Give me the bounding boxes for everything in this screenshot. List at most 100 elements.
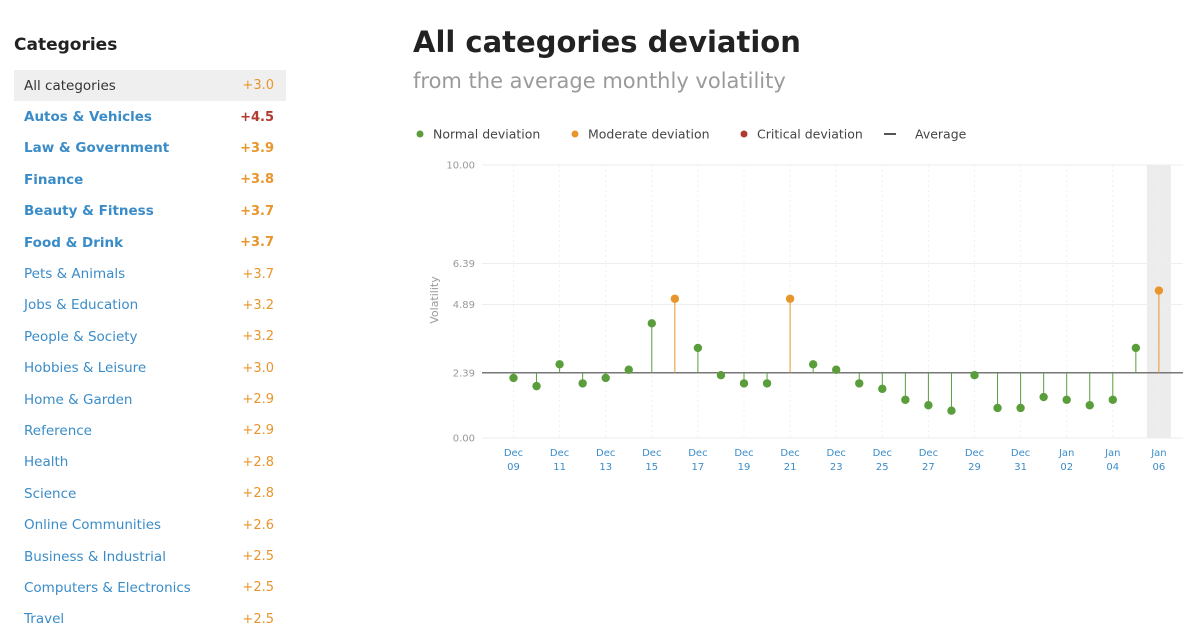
data-point[interactable] (808, 360, 818, 369)
category-value: +4.5 (240, 109, 274, 125)
category-item[interactable]: Pets & Animals +3.7 (14, 258, 286, 289)
category-item[interactable]: Law & Government +3.9 (14, 133, 286, 164)
category-label: All categories (24, 77, 116, 94)
y-tick-label: 4.89 (453, 300, 475, 311)
x-tick-day: 17 (692, 462, 705, 473)
x-tick-day: 25 (876, 462, 889, 473)
data-point[interactable] (1039, 392, 1048, 402)
x-tick-month: Dec (827, 448, 846, 459)
data-point[interactable] (1016, 403, 1025, 413)
category-item[interactable]: Autos & Vehicles +4.5 (14, 101, 286, 132)
category-item[interactable]: Reference +2.9 (14, 415, 286, 446)
category-value: +3.9 (240, 140, 274, 156)
data-point[interactable] (901, 395, 910, 404)
data-point[interactable] (1108, 395, 1118, 404)
category-label: Travel (24, 611, 65, 628)
category-item[interactable]: Finance +3.8 (14, 164, 286, 195)
x-tick-month: Dec (965, 448, 984, 459)
x-tick-day: 31 (1014, 462, 1027, 473)
category-label: Business & Industrial (24, 548, 166, 565)
category-value: +3.7 (242, 266, 274, 282)
category-label: Computers & Electronics (24, 579, 191, 596)
category-value: +2.6 (242, 517, 274, 533)
legend-label[interactable]: Normal deviation (433, 127, 540, 142)
data-point[interactable] (855, 379, 864, 388)
y-tick-label: 0.00 (453, 434, 475, 445)
data-point[interactable] (924, 401, 933, 410)
x-tick-month: Dec (642, 448, 661, 459)
data-point[interactable] (670, 294, 680, 303)
category-item[interactable]: Business & Industrial +2.5 (14, 541, 286, 572)
category-item[interactable]: Online Communities +2.6 (14, 509, 286, 540)
data-point[interactable] (624, 365, 633, 374)
category-value: +2.8 (242, 486, 274, 502)
category-item[interactable]: Jobs & Education +3.2 (14, 290, 286, 321)
category-item[interactable]: Computers & Electronics +2.5 (14, 572, 286, 603)
data-point[interactable] (785, 294, 795, 303)
page-subtitle: from the average monthly volatility (413, 69, 786, 93)
category-value: +3.0 (242, 78, 274, 94)
category-value: +3.2 (242, 297, 274, 313)
data-point[interactable] (578, 379, 587, 388)
data-point[interactable] (509, 373, 518, 383)
category-value: +2.9 (242, 392, 274, 408)
category-item[interactable]: Science +2.8 (14, 478, 286, 509)
sidebar-title: Categories (14, 35, 118, 55)
category-value: +3.7 (240, 203, 274, 219)
data-point[interactable] (832, 365, 841, 374)
category-value: +2.9 (242, 423, 274, 439)
category-item[interactable]: Travel +2.5 (14, 604, 286, 635)
category-item[interactable]: All categories +3.0 (14, 70, 286, 102)
x-tick-day: 27 (922, 462, 935, 473)
category-value: +3.8 (240, 172, 274, 188)
data-point[interactable] (601, 373, 610, 383)
data-point[interactable] (993, 403, 1002, 413)
category-label: Reference (24, 422, 92, 439)
category-label: Jobs & Education (24, 297, 139, 314)
category-item[interactable]: Health +2.8 (14, 447, 286, 478)
category-item[interactable]: Beauty & Fitness +3.7 (14, 196, 286, 227)
category-item[interactable]: Hobbies & Leisure +3.0 (14, 353, 286, 384)
category-label: Finance (24, 171, 84, 188)
data-point[interactable] (762, 379, 772, 388)
data-point[interactable] (693, 343, 703, 353)
x-tick-day: 23 (830, 462, 843, 473)
category-item[interactable]: Home & Garden +2.9 (14, 384, 286, 415)
legend-marker (416, 130, 424, 138)
legend-label[interactable]: Average (915, 127, 967, 142)
x-tick-month: Dec (596, 448, 615, 459)
x-tick-month: Dec (504, 448, 523, 459)
legend-marker (740, 130, 748, 138)
y-tick-label: 2.39 (453, 368, 475, 379)
data-point[interactable] (716, 371, 726, 380)
data-point[interactable] (555, 360, 564, 369)
data-point[interactable] (739, 379, 749, 388)
data-point[interactable] (532, 381, 541, 391)
data-point[interactable] (1131, 343, 1141, 353)
data-point[interactable] (1154, 286, 1164, 295)
x-tick-month: Dec (550, 448, 569, 459)
data-point[interactable] (1085, 401, 1094, 410)
x-tick-day: 19 (738, 462, 751, 473)
x-tick-month: Jan (1058, 448, 1074, 459)
legend-label[interactable]: Moderate deviation (588, 127, 710, 142)
x-tick-day: 15 (645, 462, 658, 473)
data-point[interactable] (970, 371, 979, 380)
category-label: Law & Government (24, 140, 170, 157)
data-point[interactable] (878, 384, 887, 394)
category-value: +2.5 (242, 580, 274, 596)
legend-label[interactable]: Critical deviation (757, 127, 863, 142)
data-point[interactable] (1062, 395, 1071, 404)
x-tick-day: 09 (507, 462, 520, 473)
x-tick-month: Jan (1104, 448, 1120, 459)
category-value: +3.0 (242, 360, 274, 376)
x-tick-day: 06 (1153, 462, 1166, 473)
data-point[interactable] (647, 319, 656, 328)
data-point[interactable] (947, 406, 956, 415)
category-item[interactable]: People & Society +3.2 (14, 321, 286, 352)
x-tick-day: 11 (553, 462, 566, 473)
categories-sidebar: Categories All categories +3.0 Autos & Veh… (14, 32, 286, 635)
category-item[interactable]: Food & Drink +3.7 (14, 227, 286, 258)
y-tick-label: 10.00 (446, 161, 475, 172)
